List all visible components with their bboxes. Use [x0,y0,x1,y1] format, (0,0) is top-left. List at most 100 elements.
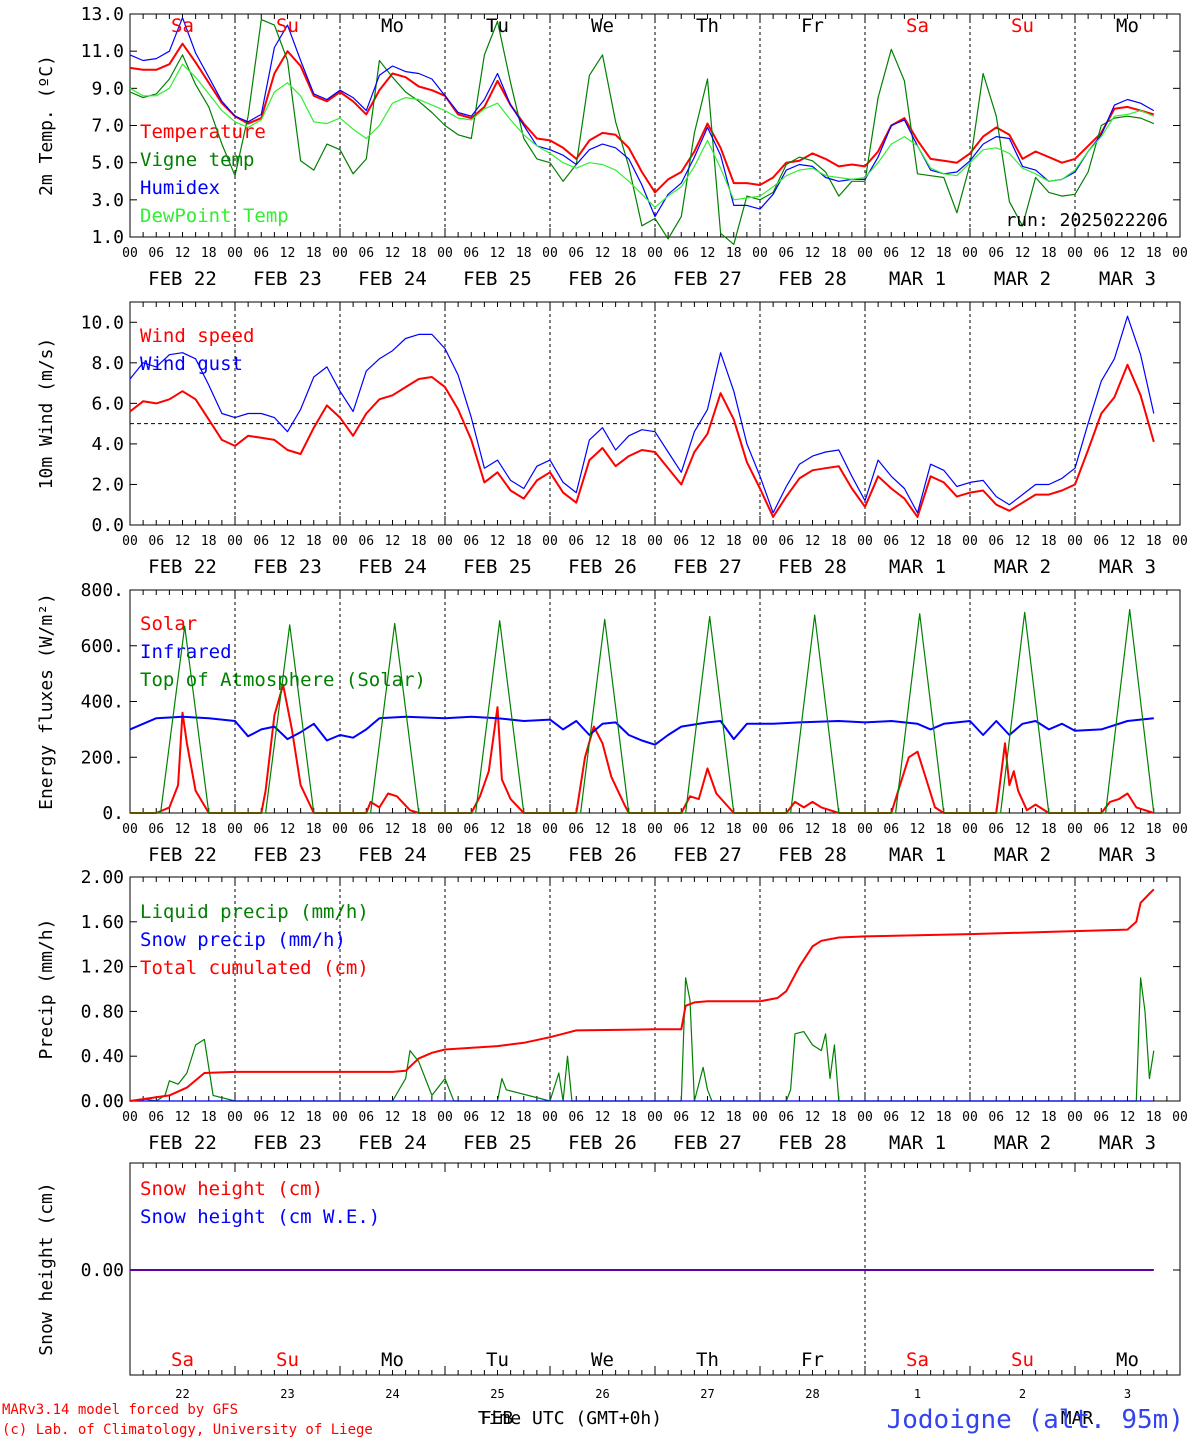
hour-tick-label: 06 [253,822,269,837]
date-label: MAR 2 [994,268,1051,290]
date-label: MAR 3 [1099,556,1156,578]
weekday-label: Su [1011,15,1034,37]
hour-tick-label: 00 [122,534,138,549]
y-tick-label: 5.0 [91,153,124,174]
hour-tick-label: 06 [1093,1110,1109,1125]
hour-tick-label: 12 [910,534,926,549]
hour-tick-label: 06 [463,246,479,261]
hour-tick-label: 00 [437,534,453,549]
hour-tick-label: 12 [910,822,926,837]
hour-tick-label: 00 [1172,822,1188,837]
date-label: FEB 22 [148,556,217,578]
hour-tick-label: 06 [778,1110,794,1125]
hour-tick-label: 00 [1172,1110,1188,1125]
hour-tick-label: 00 [437,246,453,261]
hour-tick-label: 18 [621,246,637,261]
hour-tick-label: 00 [542,822,558,837]
model-credit: MARv3.14 model forced by GFS [2,1402,238,1418]
hour-tick-label: 06 [253,534,269,549]
y-axis-label: 2m Temp. (ºC) [36,55,57,196]
hour-tick-label: 00 [122,246,138,261]
hour-tick-label: 00 [857,246,873,261]
hour-tick-label: 00 [1172,246,1188,261]
date-label: MAR 3 [1099,1132,1156,1154]
hour-tick-label: 18 [936,246,952,261]
hour-tick-label: 00 [647,822,663,837]
hour-tick-label: 18 [411,822,427,837]
hour-tick-label: 18 [516,534,532,549]
hour-tick-label: 12 [280,534,296,549]
hour-tick-label: 18 [201,822,217,837]
y-axis-label: 10m Wind (m/s) [36,338,57,490]
hour-tick-label: 06 [778,534,794,549]
hour-tick-label: 18 [936,822,952,837]
hour-tick-label: 00 [647,534,663,549]
hour-tick-label: 12 [175,1110,191,1125]
hour-tick-label: 00 [542,1110,558,1125]
hour-tick-label: 06 [463,1110,479,1125]
hour-tick-label: 00 [857,1110,873,1125]
hour-tick-label: 00 [227,1110,243,1125]
series-line [129,888,1155,1102]
hour-tick-label: 00 [962,534,978,549]
hour-tick-label: 06 [883,246,899,261]
hour-tick-label: 12 [595,246,611,261]
hour-tick-label: 12 [1015,534,1031,549]
hour-tick-label: 06 [463,822,479,837]
hour-tick-label: 06 [148,1110,164,1125]
hour-tick-label: 18 [831,1110,847,1125]
hour-tick-label: 00 [647,246,663,261]
weekday-label: Sa [906,15,929,37]
hour-tick-label: 18 [411,1110,427,1125]
hour-tick-label: 12 [805,1110,821,1125]
hour-tick-label: 00 [332,822,348,837]
hour-tick-label: 18 [306,246,322,261]
day-number-label: 24 [385,1387,399,1401]
panel-5: 0.00 Snow height (cm) Snow height (cm) Snow… [36,1162,1181,1401]
hour-tick-label: 12 [700,246,716,261]
plot-frame [129,301,1181,526]
hour-tick-label: 12 [175,822,191,837]
weekday-label: Fr [801,1349,824,1371]
hour-tick-label: 18 [831,822,847,837]
date-label: FEB 28 [778,1132,847,1154]
legend-entry: Snow height (cm W.E.) [140,1206,380,1228]
hour-tick-label: 00 [332,534,348,549]
day-number-label: 25 [490,1387,504,1401]
weekday-label: Th [696,15,719,37]
series-line [129,363,1155,518]
hour-tick-label: 06 [778,822,794,837]
hour-tick-label: 00 [1067,534,1083,549]
y-tick-label: 6.0 [91,393,124,414]
y-tick-label: 0.40 [81,1046,124,1067]
date-label: MAR 1 [889,1132,946,1154]
hour-tick-label: 00 [332,246,348,261]
date-label: FEB 24 [358,1132,427,1154]
y-tick-label: 400. [81,692,124,713]
legend-entry: Wind gust [140,353,243,375]
y-tick-label: 1.20 [81,957,124,978]
date-label: FEB 25 [463,268,532,290]
hour-tick-label: 18 [201,534,217,549]
y-tick-label: 11.0 [81,41,124,62]
y-tick-label: 800. [81,580,124,601]
hour-tick-label: 06 [988,534,1004,549]
hour-tick-label: 18 [831,534,847,549]
station-label: Jodoigne (alt. 95m) [887,1405,1184,1435]
hour-tick-label: 12 [385,822,401,837]
hour-tick-label: 12 [280,1110,296,1125]
series-line [129,63,1155,208]
day-number-label: 3 [1124,1387,1131,1401]
weekday-label: Sa [906,1349,929,1371]
series-line [129,977,1155,1102]
day-number-label: 28 [805,1387,819,1401]
y-tick-label: 0.80 [81,1001,124,1022]
hour-tick-label: 12 [1015,1110,1031,1125]
date-label: FEB 27 [673,268,742,290]
hour-tick-label: 18 [516,246,532,261]
hour-tick-label: 12 [1120,246,1136,261]
weekday-label: Mo [381,15,404,37]
hour-tick-label: 18 [621,534,637,549]
hour-tick-label: 06 [463,534,479,549]
lab-credit: (c) Lab. of Climatology, University of L… [2,1422,373,1438]
